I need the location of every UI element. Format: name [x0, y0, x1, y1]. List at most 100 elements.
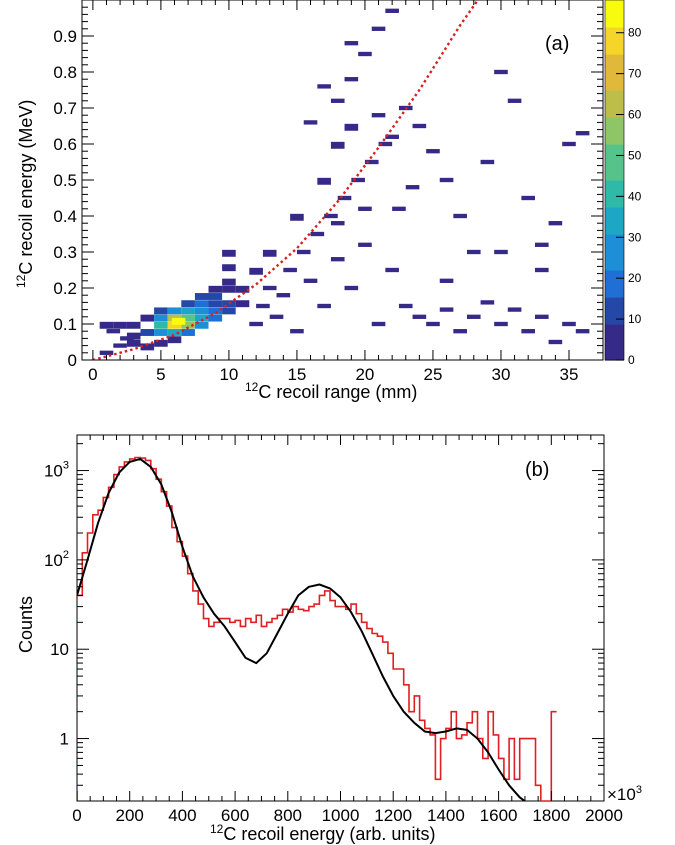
- colorbar-band: [605, 342, 624, 352]
- colorbar-tick-label: 50: [628, 148, 642, 162]
- heatmap-cell: [222, 285, 236, 293]
- heatmap-cell: [494, 69, 508, 75]
- heatmap-cell: [283, 267, 297, 273]
- colorbar-tick-label: 10: [628, 312, 642, 326]
- colorbar-band: [605, 45, 624, 55]
- heatmap-cell: [330, 257, 345, 262]
- heatmap-cell: [167, 321, 182, 329]
- colorbar-tick-label: 20: [628, 271, 642, 285]
- x-tick-label: 1400: [427, 806, 465, 825]
- heatmap-cell: [466, 249, 481, 255]
- y-tick-label: 0.3: [53, 243, 77, 262]
- heatmap-cell: [99, 350, 114, 355]
- heatmap-cell: [167, 307, 182, 315]
- heatmap-cell: [439, 278, 454, 283]
- x-tick-label: 400: [168, 806, 196, 825]
- heatmap-cell: [358, 206, 372, 211]
- heatmap-cell: [562, 321, 576, 327]
- fit-curve-line: [77, 457, 527, 801]
- x-tick-label: 1600: [480, 806, 518, 825]
- heatmap-cell: [154, 321, 168, 329]
- heatmap-cell: [208, 314, 223, 322]
- colorbar-band: [605, 180, 624, 190]
- heatmap-cell: [534, 267, 549, 273]
- heatmap-cell: [317, 177, 331, 185]
- heatmap-cell: [181, 307, 195, 315]
- heatmap-cell: [330, 141, 345, 149]
- heatmap-cell: [392, 206, 406, 211]
- heatmap-cell: [262, 285, 277, 291]
- colorbar-band: [605, 117, 624, 127]
- colorbar-band: [605, 9, 624, 19]
- colorbar-band: [605, 279, 624, 289]
- heatmap-cell: [154, 307, 168, 315]
- heatmap-cell: [249, 321, 263, 327]
- heatmap-cell: [208, 307, 223, 315]
- heatmap-cell: [426, 149, 440, 154]
- colorbar-band: [605, 54, 624, 64]
- heatmap-cell: [405, 185, 420, 190]
- colorbar-band: [605, 144, 624, 154]
- heatmap-cell: [534, 314, 549, 319]
- heatmap-cell: [548, 339, 563, 345]
- heatmap-cell: [337, 195, 352, 201]
- panel-b-series: [77, 456, 557, 801]
- heatmap-cell: [453, 329, 467, 334]
- heatmap-cell: [276, 293, 291, 298]
- x-tick-label: 0: [88, 365, 97, 384]
- x-tick-label: 10: [219, 365, 238, 384]
- x-tick-label: 600: [221, 806, 249, 825]
- panel-a-heatmap: 0 5 10 15 20 25 30 35 0 0.1 0.2 0.3 0.4 0.5 0.6 0.7 0.8…: [14, 0, 642, 402]
- colorbar-band: [605, 234, 624, 244]
- heatmap-cell: [358, 51, 372, 57]
- heatmap-cell: [113, 321, 127, 329]
- y-tick-label: 0: [68, 351, 77, 370]
- y-tick-label: 0.6: [53, 135, 77, 154]
- heatmap-cell: [99, 321, 114, 329]
- colorbar-band: [605, 333, 624, 343]
- x-tick-label: 20: [355, 365, 374, 384]
- colorbar-band: [605, 270, 624, 280]
- y-tick-label: 10: [50, 640, 69, 659]
- heatmap-cell: [126, 332, 141, 340]
- colorbar-tick-label: 80: [628, 26, 642, 40]
- heatmap-cell: [494, 321, 508, 327]
- heatmap-cell: [548, 221, 563, 226]
- heatmap-cell: [194, 293, 209, 300]
- heatmap-cell: [324, 213, 338, 219]
- x-tick-label: 1000: [322, 806, 360, 825]
- x-tick-label: 25: [423, 365, 442, 384]
- x-tick-label: 0: [72, 806, 81, 825]
- panel-a-x-ticks: 0 5 10 15 20 25 30 35: [88, 0, 578, 384]
- heatmap-cell: [290, 329, 304, 334]
- panel-b-label: (b): [525, 459, 549, 481]
- heatmap-cell: [222, 264, 236, 272]
- y-tick-label: 0.4: [53, 207, 77, 226]
- heatmap-cell: [351, 177, 365, 183]
- heatmap-cell: [154, 329, 168, 336]
- y-tick-label: 0.1: [53, 315, 77, 334]
- panel-a-y-axis-label: 12C recoil energy (MeV): [14, 100, 36, 288]
- heatmap-cell: [344, 77, 359, 82]
- x-tick-label: 30: [492, 365, 511, 384]
- x-tick-label: 1200: [374, 806, 412, 825]
- heatmap-cell: [507, 307, 522, 312]
- heatmap-cell: [371, 321, 386, 327]
- heatmap-cell: [262, 249, 277, 257]
- heatmap-cell: [466, 314, 481, 319]
- panel-b-y-ticks: 1 10 102 103: [44, 443, 604, 802]
- heatmap-cell: [426, 321, 440, 327]
- heatmap-cell: [269, 314, 284, 319]
- y-tick-label: 0.2: [53, 279, 77, 298]
- heatmap-cell: [371, 113, 386, 118]
- heatmap-cell: [194, 321, 209, 329]
- heatmap-cell: [181, 321, 195, 329]
- y-tick-label: 0.8: [53, 63, 77, 82]
- y-tick-label: 102: [44, 549, 69, 570]
- panel-b-plot-frame: [76, 434, 605, 802]
- y-tick-label: 0.7: [53, 99, 77, 118]
- heatmap-cell: [385, 8, 399, 13]
- colorbar-tick-label: 30: [628, 230, 642, 244]
- heatmap-cell: [412, 314, 427, 319]
